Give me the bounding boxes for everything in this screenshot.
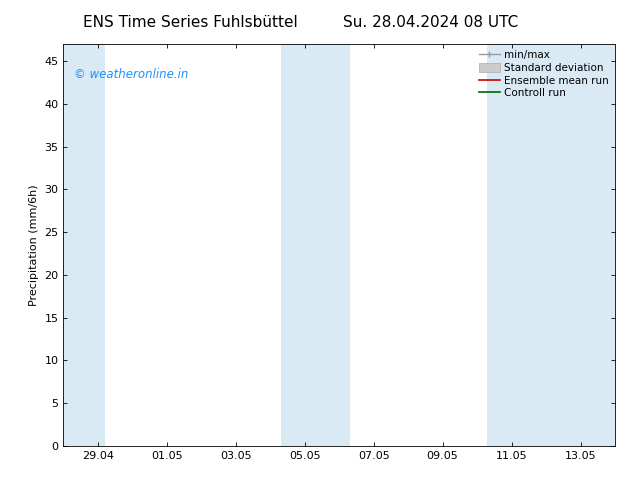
Bar: [281, 44, 349, 446]
Text: © weatheronline.in: © weatheronline.in: [74, 68, 189, 81]
Legend: min/max, Standard deviation, Ensemble mean run, Controll run: min/max, Standard deviation, Ensemble me…: [476, 47, 612, 101]
Bar: [60, 44, 105, 446]
Text: ENS Time Series Fuhlsbüttel: ENS Time Series Fuhlsbüttel: [83, 15, 297, 30]
Text: Su. 28.04.2024 08 UTC: Su. 28.04.2024 08 UTC: [344, 15, 519, 30]
Y-axis label: Precipitation (mm/6h): Precipitation (mm/6h): [29, 184, 39, 306]
Bar: [488, 44, 618, 446]
